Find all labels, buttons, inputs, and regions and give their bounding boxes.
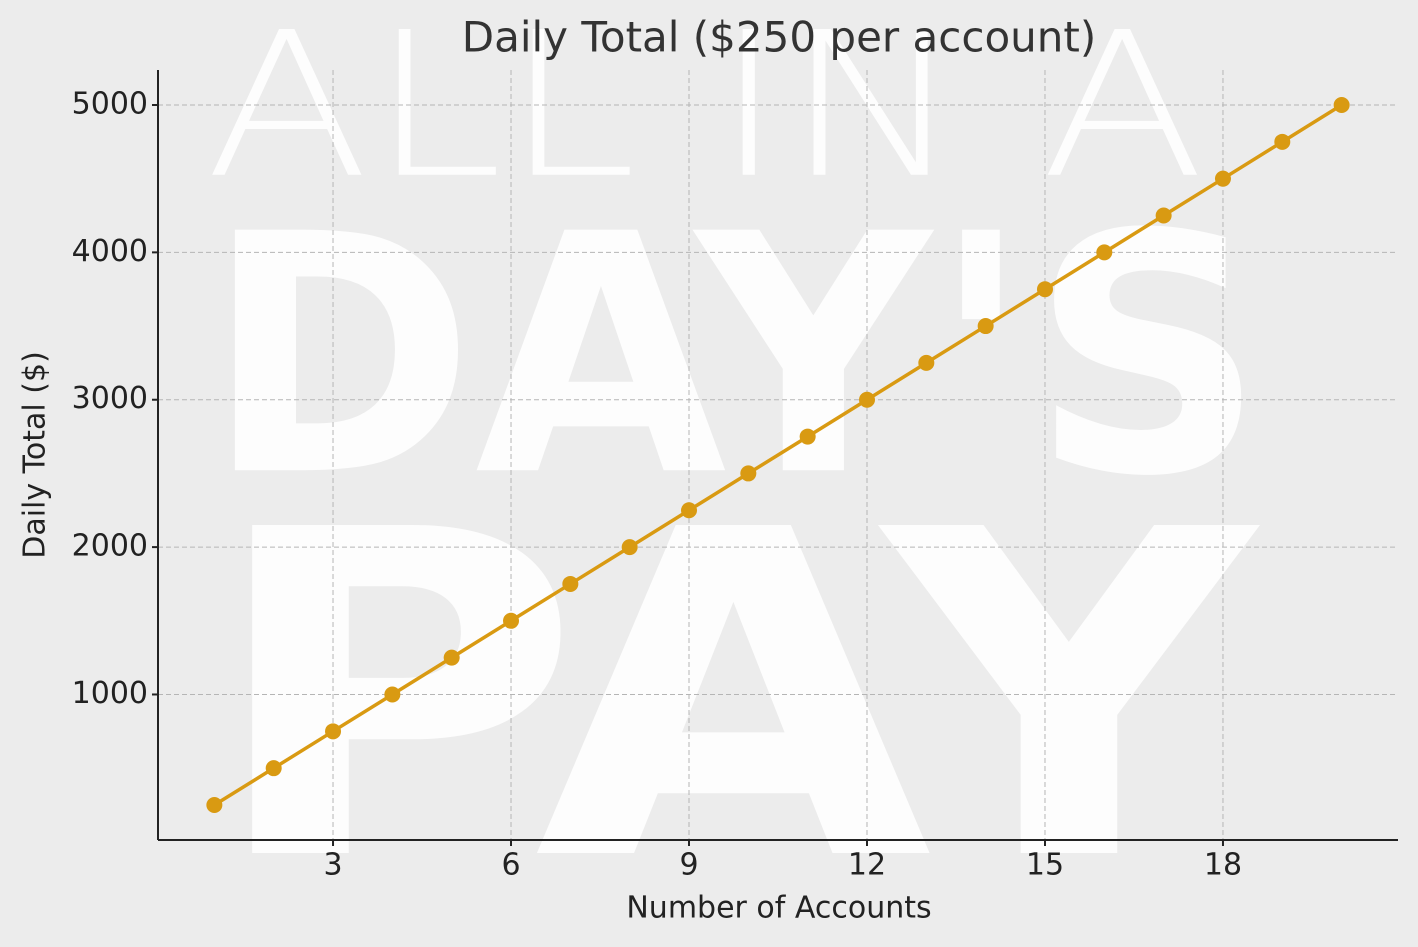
marker [1214, 170, 1231, 187]
marker [1096, 244, 1113, 261]
marker [977, 318, 994, 335]
x-tick-label: 12 [848, 848, 886, 883]
chart-title: Daily Total ($250 per account) [462, 13, 1097, 62]
y-tick-label: 5000 [72, 87, 148, 122]
y-tick-label: 4000 [72, 234, 148, 269]
grid [158, 70, 1398, 840]
marker [384, 686, 401, 703]
x-tick-label: 18 [1204, 848, 1242, 883]
marker [858, 391, 875, 408]
x-tick-label: 9 [679, 848, 698, 883]
x-tick-label: 15 [1026, 848, 1064, 883]
y-axis-label: Daily Total ($) [18, 351, 53, 559]
line [213, 103, 1343, 807]
marker [562, 575, 579, 592]
x-tick-label: 6 [501, 848, 520, 883]
y-tick-label: 1000 [72, 676, 148, 711]
x-axis-label: Number of Accounts [626, 891, 931, 926]
marker [621, 539, 638, 556]
marker [681, 502, 698, 519]
marker [918, 354, 935, 371]
marker [443, 649, 460, 666]
y-tick-label: 3000 [72, 381, 148, 416]
marker [1036, 281, 1053, 298]
marker [325, 723, 342, 740]
marker [1274, 133, 1291, 150]
marker [1333, 97, 1350, 113]
watermark-text: ALL IN A [205, 0, 1205, 223]
marker [206, 797, 223, 813]
marker [799, 428, 816, 445]
marker [503, 612, 520, 629]
marker [265, 760, 282, 777]
x-tick-label: 3 [323, 848, 342, 883]
y-tick-label: 2000 [72, 529, 148, 564]
marker [1155, 207, 1172, 224]
watermark-text: PAY [205, 436, 1260, 947]
watermark-text: DAY'S [205, 164, 1265, 548]
marker [740, 465, 757, 482]
